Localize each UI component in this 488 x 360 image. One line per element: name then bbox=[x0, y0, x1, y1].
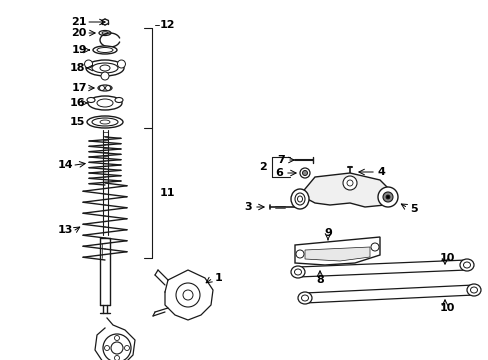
Text: 7: 7 bbox=[277, 155, 285, 165]
Circle shape bbox=[382, 192, 392, 202]
Text: 5: 5 bbox=[409, 204, 417, 214]
Text: 14: 14 bbox=[57, 160, 73, 170]
Text: 3: 3 bbox=[244, 202, 251, 212]
Ellipse shape bbox=[102, 32, 108, 34]
Text: 1: 1 bbox=[215, 273, 223, 283]
Ellipse shape bbox=[459, 259, 473, 271]
Circle shape bbox=[385, 195, 389, 199]
Ellipse shape bbox=[92, 63, 118, 73]
Ellipse shape bbox=[297, 196, 302, 202]
Ellipse shape bbox=[87, 116, 123, 128]
Ellipse shape bbox=[466, 284, 480, 296]
Text: 19: 19 bbox=[71, 45, 87, 55]
Ellipse shape bbox=[294, 193, 305, 205]
Text: 8: 8 bbox=[315, 275, 323, 285]
Ellipse shape bbox=[463, 262, 469, 268]
Ellipse shape bbox=[301, 295, 308, 301]
Ellipse shape bbox=[294, 269, 301, 275]
Text: 6: 6 bbox=[275, 168, 283, 178]
Circle shape bbox=[117, 60, 125, 68]
Circle shape bbox=[103, 334, 131, 360]
Ellipse shape bbox=[115, 98, 123, 103]
Circle shape bbox=[176, 283, 200, 307]
Ellipse shape bbox=[100, 65, 110, 71]
Circle shape bbox=[299, 168, 309, 178]
Text: 9: 9 bbox=[324, 228, 331, 238]
Circle shape bbox=[370, 243, 378, 251]
Text: 2: 2 bbox=[259, 162, 266, 172]
Circle shape bbox=[183, 290, 193, 300]
Text: 10: 10 bbox=[439, 303, 454, 313]
Text: 18: 18 bbox=[69, 63, 85, 73]
Text: 16: 16 bbox=[69, 98, 85, 108]
Circle shape bbox=[302, 171, 307, 175]
Text: 17: 17 bbox=[71, 83, 87, 93]
Ellipse shape bbox=[92, 118, 118, 126]
Polygon shape bbox=[299, 173, 389, 207]
Ellipse shape bbox=[100, 120, 110, 124]
Circle shape bbox=[114, 356, 119, 360]
Text: 10: 10 bbox=[439, 253, 454, 263]
Circle shape bbox=[377, 187, 397, 207]
Polygon shape bbox=[294, 237, 379, 265]
Circle shape bbox=[84, 60, 92, 68]
Ellipse shape bbox=[88, 96, 122, 110]
Circle shape bbox=[114, 336, 119, 341]
Circle shape bbox=[295, 250, 304, 258]
Polygon shape bbox=[305, 247, 369, 261]
Text: 15: 15 bbox=[69, 117, 85, 127]
Text: 4: 4 bbox=[377, 167, 385, 177]
Ellipse shape bbox=[93, 46, 117, 54]
Ellipse shape bbox=[87, 98, 95, 103]
Circle shape bbox=[101, 72, 109, 80]
Ellipse shape bbox=[99, 31, 111, 36]
Ellipse shape bbox=[97, 48, 113, 53]
Text: 20: 20 bbox=[71, 28, 87, 38]
Text: 12: 12 bbox=[160, 20, 175, 30]
Text: 13: 13 bbox=[58, 225, 73, 235]
Ellipse shape bbox=[297, 292, 311, 304]
Ellipse shape bbox=[290, 266, 305, 278]
Ellipse shape bbox=[86, 60, 124, 76]
Text: 21: 21 bbox=[71, 17, 87, 27]
Circle shape bbox=[124, 346, 129, 351]
Ellipse shape bbox=[290, 189, 308, 209]
Circle shape bbox=[104, 346, 109, 351]
Circle shape bbox=[111, 342, 123, 354]
Ellipse shape bbox=[469, 287, 476, 293]
Circle shape bbox=[346, 180, 352, 186]
Ellipse shape bbox=[98, 85, 112, 91]
Circle shape bbox=[342, 176, 356, 190]
Text: 11: 11 bbox=[160, 188, 175, 198]
Circle shape bbox=[99, 85, 104, 90]
Circle shape bbox=[105, 85, 110, 90]
Ellipse shape bbox=[97, 99, 113, 107]
